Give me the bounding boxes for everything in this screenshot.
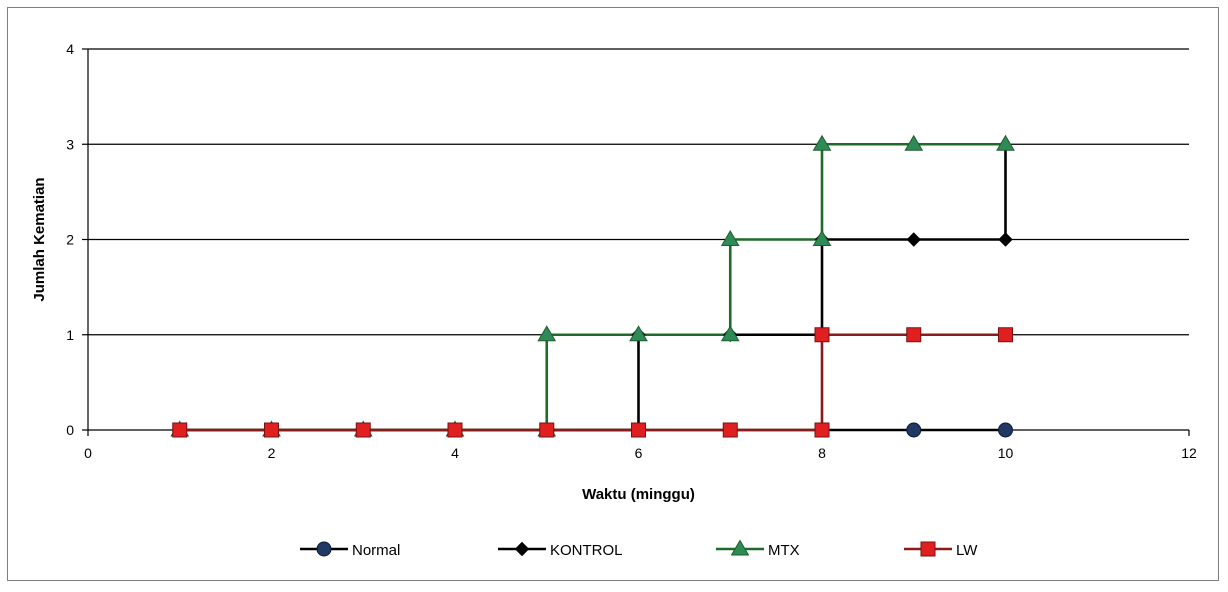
legend-label-kontrol: KONTROL [550,542,623,559]
legend-item-lw: LW [904,541,978,559]
point-normal-10-0 [998,422,1013,438]
point-lw-8-0 [814,422,830,438]
x-tick-label-4: 4 [451,445,459,461]
legend-label-normal: Normal [352,542,400,559]
chart-frame [7,7,1219,581]
legend-item-normal: Normal [300,541,400,559]
gridlines [88,48,1189,336]
x-tick-label-0: 0 [84,445,92,461]
legend: Normal KONTROL MTX LW [300,539,978,559]
point-lw-5-0 [539,422,555,438]
point-lw-6-0 [631,422,646,438]
point-kontrol-9-2 [906,232,921,247]
point-lw-1-0 [172,422,188,438]
point-mtx-5-1 [537,325,557,342]
y-tick-label-3: 3 [66,136,74,152]
axes [82,48,1190,436]
legend-marker-normal [316,541,332,557]
legend-label-mtx: MTX [768,542,800,559]
point-lw-7-0 [722,422,738,438]
series-markers [170,134,1015,438]
x-tick-label-8: 8 [818,445,826,461]
y-tick-label-0: 0 [66,422,74,438]
x-axis-title: Waktu (minggu) [582,486,695,503]
series-line-lw [179,333,1006,432]
point-lw-4-0 [447,422,463,438]
x-tick-label-6: 6 [635,445,643,461]
x-tick-label-12: 12 [1181,445,1197,461]
point-lw-8-1 [814,327,830,343]
point-mtx-7-1 [720,325,740,342]
y-tick-label-4: 4 [66,41,74,57]
point-mtx-10-3 [996,134,1015,151]
legend-label-lw: LW [956,542,978,559]
legend-marker-mtx [730,539,750,556]
series-lines [179,142,1007,432]
point-lw-10-1 [998,327,1013,343]
point-normal-9-0 [906,422,922,438]
point-kontrol-10-2 [998,232,1013,247]
point-mtx-8-3 [812,134,832,151]
legend-item-kontrol: KONTROL [498,541,623,559]
y-tick-label-2: 2 [66,232,74,248]
series-line-mtx [179,142,1006,432]
x-tick-label-10: 10 [998,445,1014,461]
point-lw-3-0 [355,422,371,438]
point-lw-2-0 [264,422,279,438]
y-axis-title: Jumlah Kematian [31,177,48,301]
point-mtx-7-2 [720,230,740,246]
point-mtx-8-2 [812,230,832,246]
point-lw-9-1 [906,327,922,343]
legend-item-mtx: MTX [716,539,800,559]
x-tick-label-2: 2 [268,445,276,461]
point-mtx-9-3 [904,134,924,151]
y-tick-label-1: 1 [66,327,74,343]
legend-marker-lw [920,541,936,557]
point-mtx-6-1 [629,325,648,342]
legend-marker-kontrol [514,541,530,557]
